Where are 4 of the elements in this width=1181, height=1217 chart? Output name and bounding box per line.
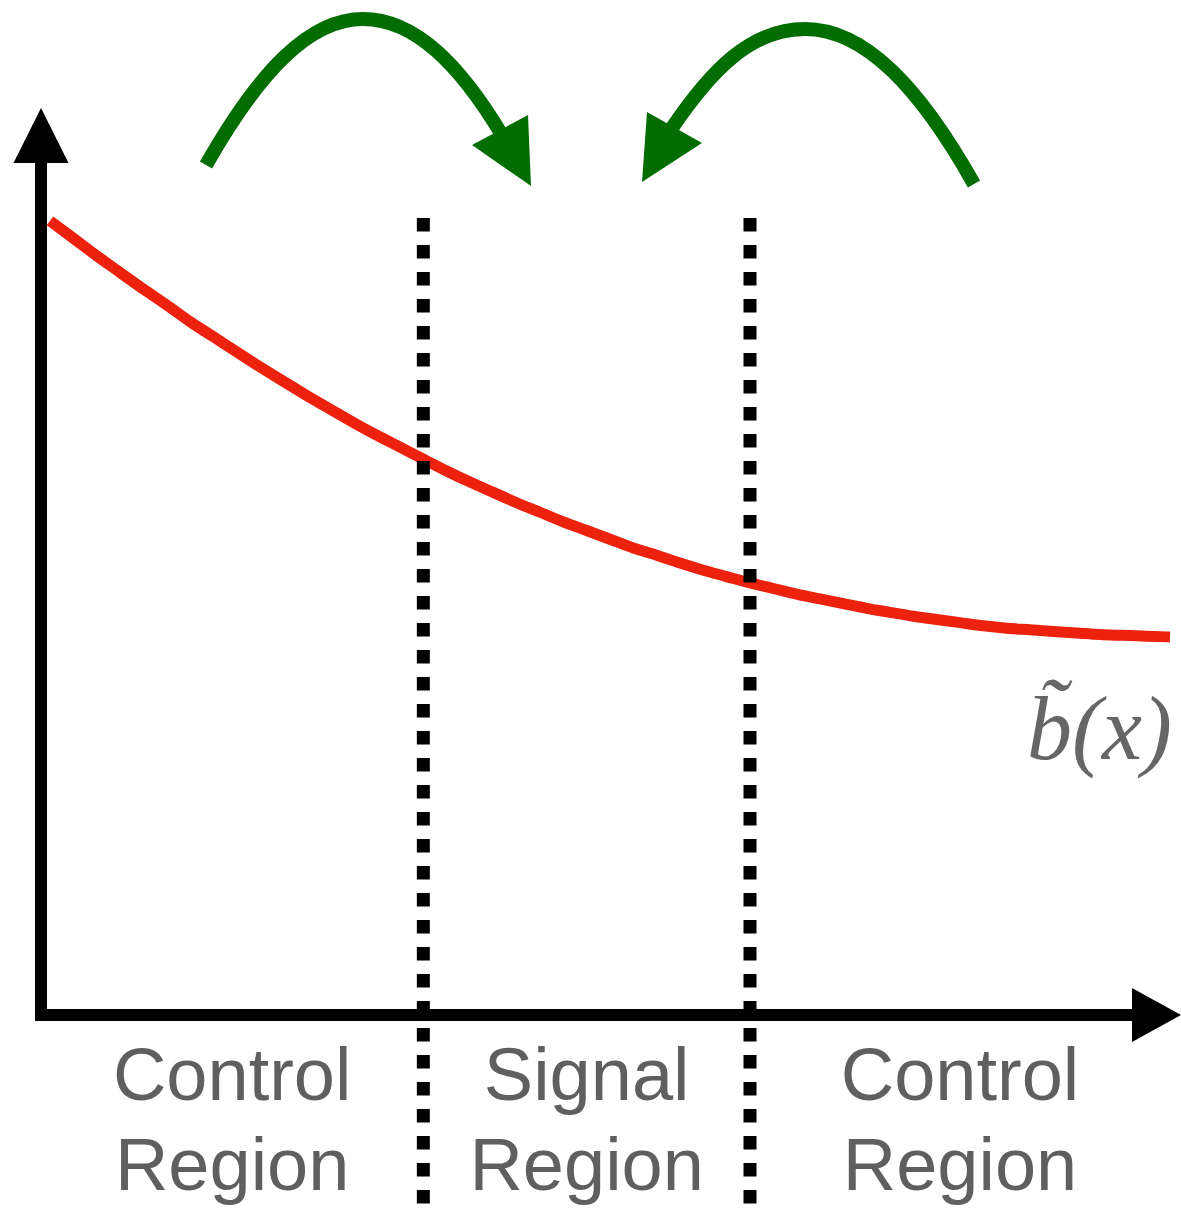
text: Signal Region	[469, 1033, 704, 1206]
text: Control Region	[840, 1033, 1080, 1206]
series-label: b̃(x)	[1027, 678, 1172, 779]
text: Control Region	[112, 1033, 352, 1206]
